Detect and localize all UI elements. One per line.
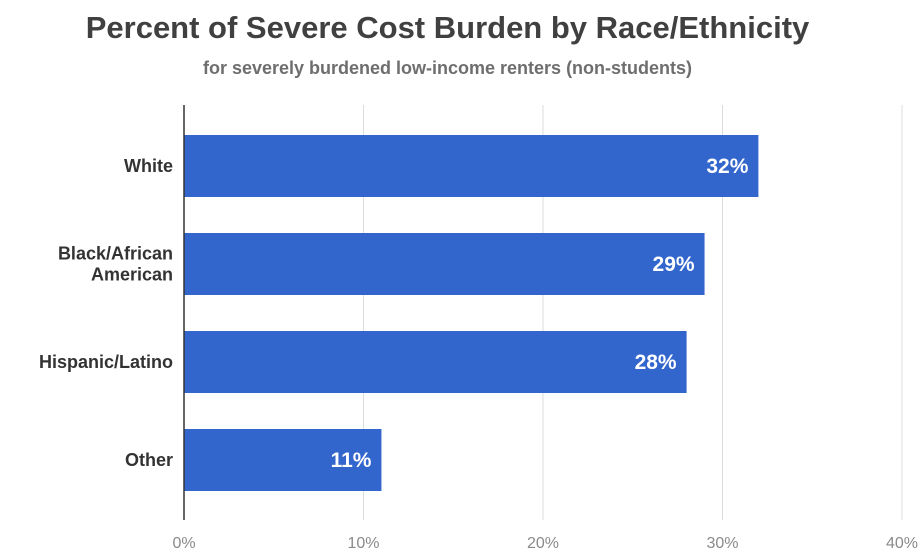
x-tick-label: 10% bbox=[347, 535, 379, 550]
bar bbox=[184, 429, 382, 491]
data-labels: 32% 29% 28% 11% bbox=[331, 155, 749, 472]
data-label: 28% bbox=[635, 351, 677, 374]
data-label: 32% bbox=[706, 155, 748, 178]
category-label: White bbox=[124, 156, 173, 176]
x-axis-ticks: 0% 10% 20% 30% 40% bbox=[172, 535, 918, 550]
x-tick-label: 20% bbox=[527, 535, 559, 550]
bars bbox=[184, 135, 759, 491]
category-label-line: Other bbox=[125, 450, 173, 470]
category-label-line: Black/African bbox=[58, 244, 173, 264]
chart-title: Percent of Severe Cost Burden by Race/Et… bbox=[85, 10, 810, 45]
category-label-line: Hispanic/Latino bbox=[39, 352, 173, 372]
data-label: 11% bbox=[331, 449, 372, 472]
category-label-line: American bbox=[91, 265, 173, 285]
bar bbox=[184, 331, 687, 393]
data-label: 29% bbox=[653, 253, 695, 276]
bar bbox=[184, 233, 705, 295]
category-label: Hispanic/Latino bbox=[39, 352, 173, 372]
bar bbox=[184, 135, 759, 197]
category-label-line: White bbox=[124, 156, 173, 176]
x-tick-label: 0% bbox=[172, 535, 195, 550]
category-labels: White Black/African American Hispanic/Latin… bbox=[39, 156, 173, 470]
category-label: Black/African American bbox=[58, 244, 173, 285]
category-label: Other bbox=[125, 450, 173, 470]
x-tick-label: 40% bbox=[886, 535, 918, 550]
chart-subtitle: for severely burdened low-income renters… bbox=[202, 58, 693, 78]
x-tick-label: 30% bbox=[706, 535, 738, 550]
